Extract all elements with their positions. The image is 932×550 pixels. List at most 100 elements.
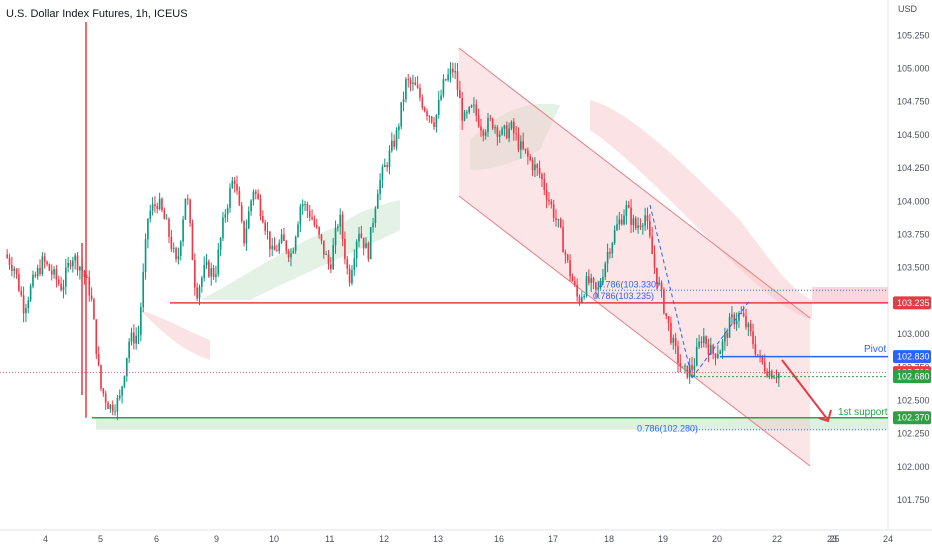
candle-body: [353, 258, 356, 271]
candle-body: [247, 211, 250, 229]
candle-body: [313, 219, 316, 226]
x-tick-label: 13: [433, 534, 443, 544]
candle-body: [562, 227, 564, 253]
candle-body: [541, 174, 543, 180]
candle-body: [182, 219, 184, 242]
candle-body: [245, 228, 248, 244]
candle-body: [304, 204, 306, 205]
candle-body: [83, 271, 86, 278]
candle-body: [172, 248, 175, 250]
candle-body: [508, 128, 510, 139]
candle-body: [693, 365, 696, 371]
candle-body: [649, 221, 651, 237]
candle-body: [611, 243, 614, 254]
candle-body: [205, 261, 208, 266]
candle-body: [583, 295, 585, 298]
candle-body: [74, 255, 77, 261]
candle-body: [388, 150, 391, 168]
candle-body: [724, 333, 726, 342]
candle-body: [27, 300, 30, 309]
candle-body: [419, 87, 421, 98]
candle-body: [360, 233, 363, 238]
cloud-red: [590, 100, 812, 320]
candle-body: [344, 238, 346, 260]
x-tick-label: 19: [658, 534, 668, 544]
candle-body: [184, 198, 187, 220]
candle-body: [391, 140, 393, 151]
candle-body: [688, 365, 691, 378]
candle-body: [100, 365, 102, 389]
candle-body: [480, 126, 482, 131]
y-tick-label: 104.250: [897, 163, 930, 173]
candle-body: [111, 404, 114, 412]
x-tick-label: 20: [712, 534, 722, 544]
candle-body: [337, 226, 339, 228]
candle-body: [224, 214, 227, 218]
candle-body: [15, 268, 18, 275]
candle-body: [55, 269, 58, 280]
candle-body: [763, 362, 766, 372]
y-tick-label: 104.500: [897, 130, 930, 140]
candle-body: [104, 393, 107, 403]
candle-body: [374, 208, 377, 224]
candle-body: [602, 277, 604, 283]
candle-body: [400, 102, 403, 127]
candle-body: [219, 238, 222, 250]
candle-body: [548, 199, 550, 202]
tag-support-text: 102.370: [897, 413, 930, 423]
candle-body: [498, 134, 501, 137]
y-tick-label: 105.000: [897, 63, 930, 73]
candle-body: [402, 99, 405, 103]
candle-body: [663, 289, 665, 314]
candle-body: [355, 241, 358, 259]
candle-body: [50, 270, 53, 275]
candle-body: [515, 133, 517, 135]
candle-body: [773, 377, 775, 379]
cloud-green-2: [470, 103, 560, 170]
candle-body: [201, 277, 203, 287]
candle-body: [756, 354, 759, 356]
candle-body: [543, 179, 546, 191]
candle-body: [632, 218, 635, 225]
candle-body: [459, 89, 461, 99]
candle-body: [524, 148, 527, 151]
candle-body: [609, 252, 611, 254]
x-tick-label: 17: [548, 534, 558, 544]
candle-body: [330, 264, 332, 270]
candle-body: [332, 245, 335, 270]
candle-body: [686, 365, 689, 378]
candle-body: [140, 307, 142, 335]
candle-body: [116, 398, 119, 412]
candle-body: [144, 239, 147, 272]
candle-body: [278, 242, 281, 252]
candle-body: [616, 224, 618, 231]
candle-body: [454, 71, 456, 73]
candle-body: [240, 205, 243, 222]
candle-body: [46, 261, 48, 265]
candle-body: [273, 245, 276, 251]
candle-body: [285, 241, 288, 252]
candle-body: [447, 74, 449, 81]
candle-body: [644, 215, 646, 226]
candle-body: [726, 333, 729, 338]
candle-body: [43, 256, 46, 262]
y-tick-label: 102.000: [897, 462, 930, 472]
candle-body: [505, 125, 508, 139]
candle-body: [11, 264, 13, 271]
candle-body: [653, 254, 656, 268]
candle-body: [381, 167, 384, 180]
candle-body: [412, 82, 414, 84]
candle-body: [254, 191, 257, 194]
candle-body: [191, 223, 194, 261]
candle-body: [322, 240, 325, 255]
candle-body: [8, 257, 11, 265]
candle-body: [775, 377, 778, 379]
candle-body: [630, 207, 632, 225]
candle-body: [592, 278, 595, 283]
candle-body: [667, 316, 670, 323]
candle-body: [442, 79, 445, 96]
candle-body: [618, 219, 621, 225]
candle-body: [315, 225, 318, 228]
